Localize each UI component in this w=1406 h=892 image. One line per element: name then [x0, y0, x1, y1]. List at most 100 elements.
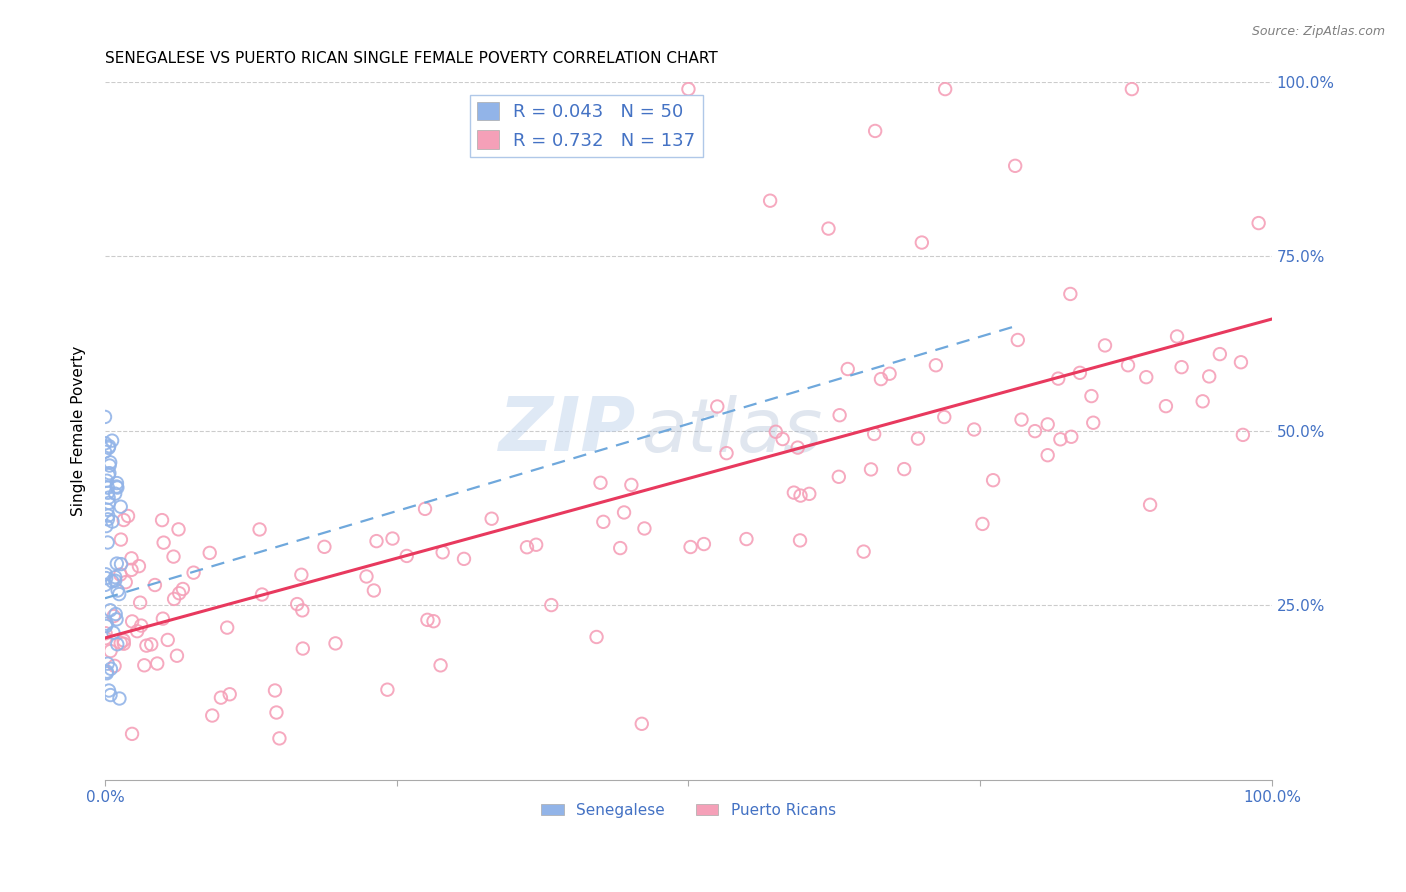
Point [366, 534, 388, 549]
Point [859, 462, 882, 476]
Point [162, 549, 184, 564]
Point [110, 636, 132, 650]
Point [150, 513, 173, 527]
Point [1135, 370, 1157, 384]
Point [1209, 347, 1232, 361]
Point [356, 569, 378, 583]
Point [128, 559, 150, 574]
Point [828, 470, 851, 484]
Point [94, 632, 117, 646]
Point [163, 591, 186, 606]
Point [264, 683, 287, 698]
Point [934, 82, 956, 96]
Point [97, 468, 120, 483]
Point [1080, 389, 1102, 403]
Point [94, 436, 117, 450]
Point [1059, 287, 1081, 301]
Point [98, 455, 121, 469]
Point [97, 657, 120, 671]
Point [789, 489, 811, 503]
Point [167, 522, 190, 536]
Point [117, 508, 139, 523]
Point [925, 358, 948, 372]
Point [609, 541, 631, 555]
Point [98, 603, 121, 617]
Point [285, 597, 308, 611]
Point [524, 538, 547, 552]
Point [94, 626, 117, 640]
Point [429, 658, 451, 673]
Point [135, 639, 157, 653]
Point [94, 567, 117, 582]
Point [97, 512, 120, 526]
Point [96, 616, 118, 631]
Point [105, 479, 128, 493]
Point [97, 481, 120, 495]
Point [152, 612, 174, 626]
Point [112, 637, 135, 651]
Point [218, 687, 240, 701]
Point [1004, 159, 1026, 173]
Point [121, 727, 143, 741]
Point [105, 557, 128, 571]
Point [706, 400, 728, 414]
Point [828, 408, 851, 422]
Point [1154, 399, 1177, 413]
Point [395, 549, 418, 563]
Point [1047, 371, 1070, 385]
Point [863, 124, 886, 138]
Point [134, 658, 156, 673]
Point [1007, 333, 1029, 347]
Point [250, 587, 273, 601]
Point [817, 221, 839, 235]
Point [96, 571, 118, 585]
Point [97, 535, 120, 549]
Point [972, 516, 994, 531]
Point [141, 637, 163, 651]
Point [198, 546, 221, 560]
Point [105, 637, 128, 651]
Point [166, 648, 188, 663]
Point [314, 540, 336, 554]
Point [759, 194, 782, 208]
Point [963, 422, 986, 436]
Point [97, 491, 120, 505]
Point [981, 473, 1004, 487]
Point [907, 432, 929, 446]
Point [108, 691, 131, 706]
Point [104, 486, 127, 500]
Point [422, 614, 444, 628]
Point [103, 609, 125, 624]
Point [107, 583, 129, 598]
Point [96, 519, 118, 533]
Point [105, 476, 128, 491]
Point [1049, 433, 1071, 447]
Point [103, 658, 125, 673]
Point [94, 578, 117, 592]
Point [592, 515, 614, 529]
Point [620, 478, 643, 492]
Point [96, 474, 118, 488]
Point [453, 552, 475, 566]
Point [1121, 82, 1143, 96]
Point [291, 603, 314, 617]
Point [112, 513, 135, 527]
Point [291, 641, 314, 656]
Point [100, 644, 122, 658]
Point [172, 582, 194, 596]
Point [100, 688, 122, 702]
Point [100, 662, 122, 676]
Y-axis label: Single Female Poverty: Single Female Poverty [72, 346, 86, 516]
Point [613, 505, 636, 519]
Point [94, 619, 117, 633]
Point [121, 615, 143, 629]
Point [114, 575, 136, 590]
Point [96, 665, 118, 679]
Point [104, 570, 127, 584]
Point [1094, 338, 1116, 352]
Point [540, 598, 562, 612]
Point [870, 372, 893, 386]
Point [105, 612, 128, 626]
Point [209, 690, 232, 705]
Point [585, 630, 607, 644]
